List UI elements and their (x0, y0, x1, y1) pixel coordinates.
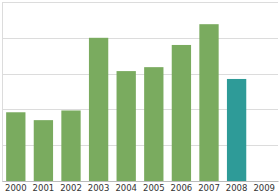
x-tick-label: 2006 (171, 183, 193, 193)
bar (61, 110, 80, 181)
chart: 2000 2001 2002 2003 2004 2005 2006 2007 2008 2009 (0, 0, 280, 195)
x-tick-label: 2003 (88, 183, 110, 193)
y-axis-line (2, 2, 3, 181)
x-tick-label: 2000 (5, 183, 27, 193)
x-axis-line (3, 181, 279, 182)
x-tick: 2009 (253, 181, 275, 193)
plot: 2000 2001 2002 2003 2004 2005 2006 2007 2008 2009 (2, 2, 279, 193)
x-tick: 2006 (171, 181, 193, 193)
x-tick: 2005 (143, 181, 165, 193)
bar (117, 71, 136, 181)
bars (6, 24, 246, 181)
bar (89, 38, 108, 181)
x-tick: 2002 (60, 181, 82, 193)
x-tick: 2000 (5, 181, 27, 193)
x-tick-label: 2008 (226, 183, 248, 193)
x-tick-label: 2007 (198, 183, 220, 193)
x-tick-label: 2004 (115, 183, 137, 193)
grid-line (2, 181, 278, 182)
x-tick: 2003 (88, 181, 110, 193)
bar (227, 79, 246, 181)
grid (2, 3, 278, 182)
bar (199, 24, 218, 181)
x-tick: 2004 (115, 181, 137, 193)
x-tick-label: 2005 (143, 183, 165, 193)
bar (6, 112, 25, 181)
bar (144, 67, 163, 181)
grid-line (2, 38, 278, 39)
x-tick: 2001 (33, 181, 55, 193)
bar (34, 120, 53, 181)
grid-line (2, 74, 278, 75)
x-axis: 2000 2001 2002 2003 2004 2005 2006 2007 2008 2009 (3, 181, 279, 193)
x-tick-label: 2002 (60, 183, 82, 193)
grid-line (2, 2, 278, 3)
x-tick-label: 2001 (33, 183, 55, 193)
x-tick: 2007 (198, 181, 220, 193)
x-tick-label: 2009 (253, 183, 275, 193)
bar (172, 45, 191, 181)
x-tick: 2008 (226, 181, 248, 193)
